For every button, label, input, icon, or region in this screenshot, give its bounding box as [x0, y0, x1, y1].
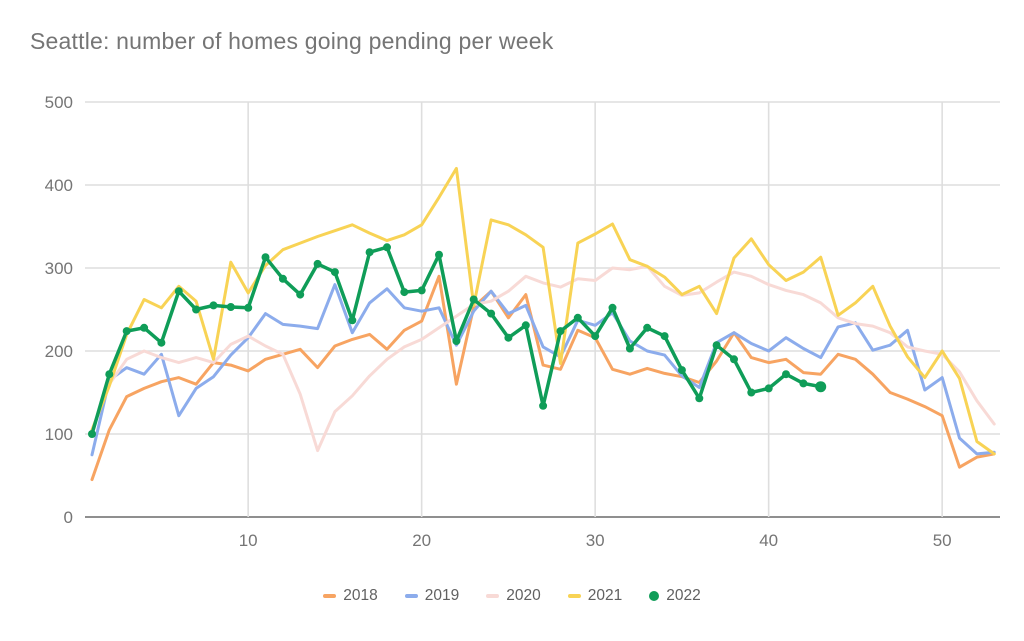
series-point-2022-week-42	[799, 379, 808, 388]
series-point-2022-week-26	[521, 321, 530, 330]
series-point-2022-week-16	[348, 316, 357, 325]
legend-swatch-2018	[323, 594, 337, 598]
series-point-2022-week-34	[660, 332, 669, 341]
series-point-2022-week-43	[815, 381, 827, 393]
series-point-2022-week-5	[157, 338, 166, 347]
series-line-2020	[90, 264, 996, 453]
series-point-2022-week-40	[764, 384, 773, 393]
series-point-2022-week-36	[695, 394, 704, 403]
series-point-2022-week-3	[122, 327, 131, 336]
series-point-2022-week-10	[244, 303, 253, 312]
legend-item-2018: 2018	[323, 587, 378, 605]
series-line-2021	[90, 166, 996, 456]
series-point-2022-week-4	[140, 323, 149, 332]
y-tick-label-300: 300	[45, 259, 73, 278]
series-point-2022-week-33	[643, 323, 652, 332]
series-point-2022-week-19	[400, 288, 409, 297]
legend-swatch-2022	[649, 591, 660, 601]
series-point-2022-week-31	[608, 303, 617, 312]
series-point-2022-week-22	[452, 337, 461, 345]
series-point-2022-week-11	[261, 253, 270, 262]
legend-item-2022: 2022	[649, 587, 701, 605]
x-tick-label-50: 50	[933, 531, 952, 550]
legend-label-2022: 2022	[666, 587, 701, 604]
x-tick-label-10: 10	[239, 531, 258, 550]
series-point-2022-week-41	[782, 370, 790, 379]
series-point-2022-week-25	[504, 333, 513, 342]
series-point-2022-week-2	[105, 370, 114, 379]
legend: 2018 2019 2020 2021 2022	[0, 587, 1024, 605]
series-point-2022-week-20	[417, 286, 426, 295]
x-tick-label-30: 30	[586, 531, 605, 550]
series-point-2022-week-14	[313, 259, 322, 268]
x-tick-label-40: 40	[759, 531, 778, 550]
legend-item-2021: 2021	[567, 587, 623, 605]
series-point-2022-week-21	[435, 250, 443, 259]
series-line-2019	[90, 283, 996, 457]
legend-swatch-2020	[486, 594, 500, 598]
x-tick-label-20: 20	[412, 531, 431, 550]
series-point-2022-week-13	[296, 290, 305, 299]
series-point-2022-week-8	[209, 301, 218, 310]
series-point-2022-week-37	[712, 341, 721, 350]
legend-label-2018: 2018	[343, 587, 378, 604]
series-point-2022-week-35	[677, 366, 686, 375]
chart-title: Seattle: number of homes going pending p…	[30, 28, 554, 54]
legend-label-2021: 2021	[587, 587, 623, 604]
series-point-2022-week-6	[174, 287, 183, 296]
series-point-2022-week-18	[383, 243, 391, 252]
legend-label-2019: 2019	[424, 587, 460, 604]
series-point-2022-week-39	[747, 388, 756, 397]
series-point-2022-week-29	[573, 313, 582, 322]
series-point-2022-week-30	[591, 332, 600, 341]
series-point-2022-week-15	[330, 268, 339, 277]
series-point-2022-week-24	[487, 309, 496, 318]
series-point-2022-week-1	[88, 430, 96, 438]
series-point-2022-week-27	[539, 401, 548, 410]
series-point-2022-week-12	[278, 274, 287, 283]
series-point-2022-week-7	[192, 305, 201, 314]
legend-swatch-2021	[567, 594, 581, 598]
y-tick-label-0: 0	[64, 508, 73, 527]
y-tick-label-500: 500	[45, 93, 73, 112]
series-point-2022-week-17	[365, 248, 374, 257]
series-point-2022-week-38	[730, 355, 738, 364]
series-point-2022-week-9	[226, 303, 235, 311]
legend-item-2019: 2019	[404, 587, 460, 605]
y-tick-label-100: 100	[45, 425, 73, 444]
series-point-2022-week-28	[556, 327, 565, 336]
series-point-2022-week-23	[469, 295, 478, 304]
legend-swatch-2019	[404, 594, 418, 598]
y-tick-label-400: 400	[45, 176, 73, 195]
legend-item-2020: 2020	[486, 587, 541, 605]
y-tick-label-200: 200	[45, 342, 73, 361]
series-line-2018	[90, 274, 996, 482]
legend-label-2020: 2020	[506, 587, 541, 604]
series-point-2022-week-32	[625, 344, 634, 353]
